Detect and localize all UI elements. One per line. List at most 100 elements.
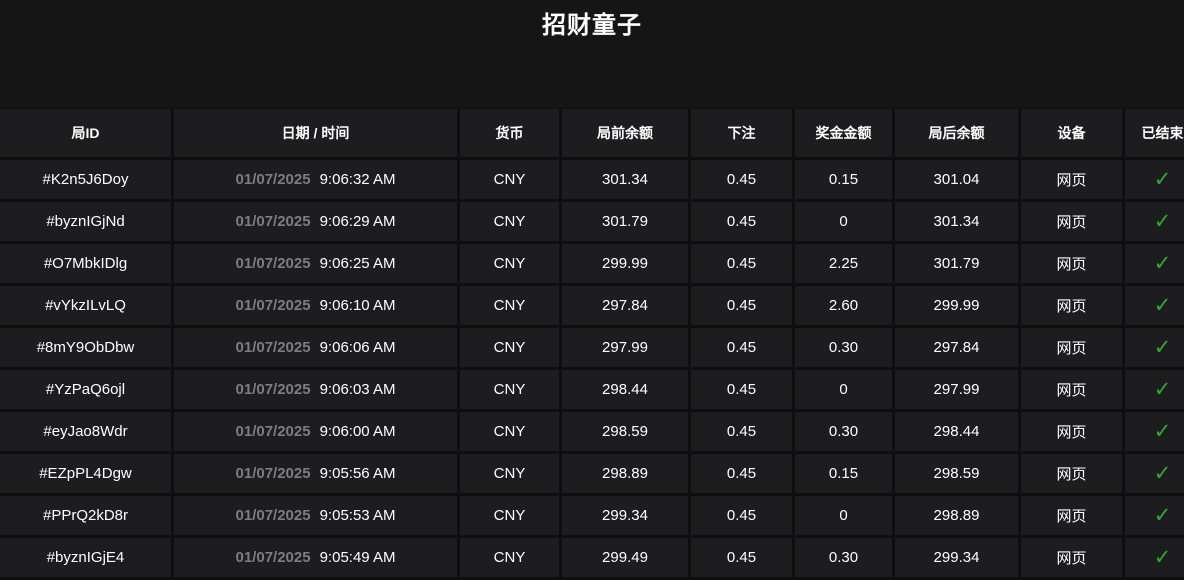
cell-currency: CNY <box>460 454 562 496</box>
page-title: 招财童子 <box>542 12 642 39</box>
cell-balance-before: 299.99 <box>562 244 691 286</box>
header-band: 招财童子 <box>0 0 1184 108</box>
cell-prize: 0 <box>795 370 895 412</box>
cell-finished: ✓ <box>1125 160 1184 202</box>
time-text: 9:05:49 AM <box>319 549 396 566</box>
cell-datetime: 01/07/2025 9:05:53 AM <box>174 496 460 538</box>
cell-bet: 0.45 <box>691 496 795 538</box>
cell-bet: 0.45 <box>691 286 795 328</box>
cell-currency: CNY <box>460 370 562 412</box>
cell-datetime: 01/07/2025 9:06:25 AM <box>174 244 460 286</box>
cell-balance-before: 301.79 <box>562 202 691 244</box>
col-header-device: 设备 <box>1021 108 1125 160</box>
cell-round-id: #K2n5J6Doy <box>0 160 174 202</box>
cell-bet: 0.45 <box>691 538 795 580</box>
cell-datetime: 01/07/2025 9:06:03 AM <box>174 370 460 412</box>
cell-device: 网页 <box>1021 538 1125 580</box>
cell-prize: 2.25 <box>795 244 895 286</box>
check-icon: ✓ <box>1153 504 1172 527</box>
cell-currency: CNY <box>460 202 562 244</box>
col-header-balance-before: 局前余额 <box>562 108 691 160</box>
cell-bet: 0.45 <box>691 160 795 202</box>
check-icon: ✓ <box>1153 168 1172 191</box>
cell-bet: 0.45 <box>691 370 795 412</box>
cell-datetime: 01/07/2025 9:05:49 AM <box>174 538 460 580</box>
cell-bet: 0.45 <box>691 412 795 454</box>
time-text: 9:05:56 AM <box>319 465 396 482</box>
table-row: #PPrQ2kD8r 01/07/2025 9:05:53 AM CNY 299.34 0… <box>0 496 1184 538</box>
cell-balance-before: 297.84 <box>562 286 691 328</box>
cell-bet: 0.45 <box>691 454 795 496</box>
cell-device: 网页 <box>1021 244 1125 286</box>
time-text: 9:06:29 AM <box>319 213 396 230</box>
cell-round-id: #PPrQ2kD8r <box>0 496 174 538</box>
cell-balance-after: 298.89 <box>895 496 1021 538</box>
cell-balance-after: 301.04 <box>895 160 1021 202</box>
table-row: #byznIGjE4 01/07/2025 9:05:49 AM CNY 299.49 0… <box>0 538 1184 580</box>
cell-device: 网页 <box>1021 370 1125 412</box>
cell-round-id: #YzPaQ6ojl <box>0 370 174 412</box>
cell-currency: CNY <box>460 244 562 286</box>
cell-device: 网页 <box>1021 496 1125 538</box>
date-text: 01/07/2025 <box>235 339 311 356</box>
cell-round-id: #eyJao8Wdr <box>0 412 174 454</box>
cell-round-id: #byznIGjE4 <box>0 538 174 580</box>
cell-balance-after: 301.79 <box>895 244 1021 286</box>
cell-currency: CNY <box>460 286 562 328</box>
cell-datetime: 01/07/2025 9:05:56 AM <box>174 454 460 496</box>
cell-balance-after: 297.99 <box>895 370 1021 412</box>
cell-currency: CNY <box>460 412 562 454</box>
cell-device: 网页 <box>1021 328 1125 370</box>
cell-balance-after: 298.59 <box>895 454 1021 496</box>
cell-round-id: #vYkzILvLQ <box>0 286 174 328</box>
table-header-row: 局ID 日期 / 时间 货币 局前余额 下注 奖金金额 局后余额 设备 已结束 <box>0 108 1184 160</box>
cell-round-id: #O7MbkIDlg <box>0 244 174 286</box>
cell-currency: CNY <box>460 160 562 202</box>
cell-balance-before: 297.99 <box>562 328 691 370</box>
time-text: 9:06:10 AM <box>319 297 396 314</box>
col-header-datetime: 日期 / 时间 <box>174 108 460 160</box>
table-row: #K2n5J6Doy 01/07/2025 9:06:32 AM CNY 301.34 0… <box>0 160 1184 202</box>
cell-datetime: 01/07/2025 9:06:06 AM <box>174 328 460 370</box>
time-text: 9:05:53 AM <box>319 507 396 524</box>
cell-datetime: 01/07/2025 9:06:32 AM <box>174 160 460 202</box>
cell-finished: ✓ <box>1125 454 1184 496</box>
cell-device: 网页 <box>1021 454 1125 496</box>
cell-finished: ✓ <box>1125 496 1184 538</box>
check-icon: ✓ <box>1153 210 1172 233</box>
table-row: #8mY9ObDbw 01/07/2025 9:06:06 AM CNY 297.99 0… <box>0 328 1184 370</box>
cell-currency: CNY <box>460 328 562 370</box>
table-row: #eyJao8Wdr 01/07/2025 9:06:00 AM CNY 298.59 0… <box>0 412 1184 454</box>
cell-prize: 0.30 <box>795 412 895 454</box>
cell-finished: ✓ <box>1125 286 1184 328</box>
cell-balance-before: 298.59 <box>562 412 691 454</box>
cell-finished: ✓ <box>1125 202 1184 244</box>
cell-finished: ✓ <box>1125 328 1184 370</box>
date-text: 01/07/2025 <box>235 423 311 440</box>
cell-balance-after: 301.34 <box>895 202 1021 244</box>
cell-device: 网页 <box>1021 286 1125 328</box>
check-icon: ✓ <box>1153 252 1172 275</box>
cell-currency: CNY <box>460 538 562 580</box>
col-header-bet: 下注 <box>691 108 795 160</box>
table-row: #O7MbkIDlg 01/07/2025 9:06:25 AM CNY 299.99 0… <box>0 244 1184 286</box>
table-body: #K2n5J6Doy 01/07/2025 9:06:32 AM CNY 301.34 0… <box>0 160 1184 580</box>
cell-prize: 0.15 <box>795 454 895 496</box>
cell-finished: ✓ <box>1125 244 1184 286</box>
time-text: 9:06:25 AM <box>319 255 396 272</box>
check-icon: ✓ <box>1153 336 1172 359</box>
table-row: #vYkzILvLQ 01/07/2025 9:06:10 AM CNY 297.84 0… <box>0 286 1184 328</box>
date-text: 01/07/2025 <box>235 297 311 314</box>
cell-finished: ✓ <box>1125 370 1184 412</box>
cell-balance-before: 298.44 <box>562 370 691 412</box>
time-text: 9:06:00 AM <box>319 423 396 440</box>
table-row: #EZpPL4Dgw 01/07/2025 9:05:56 AM CNY 298.89 0… <box>0 454 1184 496</box>
cell-round-id: #8mY9ObDbw <box>0 328 174 370</box>
col-header-finished: 已结束 <box>1125 108 1184 160</box>
cell-bet: 0.45 <box>691 244 795 286</box>
time-text: 9:06:32 AM <box>319 171 396 188</box>
cell-balance-after: 299.99 <box>895 286 1021 328</box>
check-icon: ✓ <box>1153 546 1172 569</box>
date-text: 01/07/2025 <box>235 549 311 566</box>
